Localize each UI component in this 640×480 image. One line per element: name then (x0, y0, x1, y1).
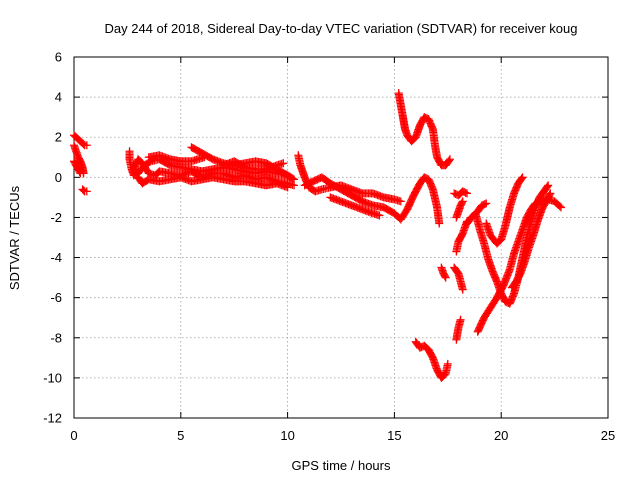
y-tick-label: -10 (43, 370, 62, 385)
y-tick-label: 0 (55, 170, 62, 185)
series-arc-18 (452, 197, 467, 222)
series-arc-1 (70, 131, 91, 150)
data-point (443, 359, 452, 368)
data-point (283, 171, 292, 180)
series-arc-3 (70, 157, 85, 178)
data-point (517, 174, 526, 183)
series-arc-12 (300, 173, 444, 228)
data-point (396, 197, 405, 206)
plot-frame (73, 56, 609, 419)
x-tick-label: 15 (387, 428, 401, 443)
data-point (279, 159, 288, 168)
data-point (546, 189, 555, 198)
series-arc-17 (450, 187, 472, 200)
data-point (290, 181, 299, 190)
x-tick-label: 5 (177, 428, 184, 443)
axis-ticks: 0 5 10 15 20 25 -12 -10 -8 -6 -4 -2 0 2 4 6 (43, 50, 615, 444)
series-arc-19 (450, 263, 467, 294)
data-point (283, 183, 292, 192)
series-arc-7 (134, 173, 292, 192)
data-point (458, 197, 467, 206)
x-tick-label: 25 (601, 428, 615, 443)
x-tick-label: 0 (70, 428, 77, 443)
series-arc-14 (394, 89, 454, 170)
data-point (441, 273, 450, 282)
data-point (458, 285, 467, 294)
data-point (445, 155, 454, 164)
data-point (75, 167, 84, 176)
chart-title: Day 244 of 2018, Sidereal Day-to-day VTE… (104, 21, 577, 36)
data-point (375, 211, 384, 220)
data-point (82, 141, 91, 150)
series-arc-10 (219, 157, 288, 174)
data-point (557, 203, 566, 212)
series-arc-20 (452, 217, 472, 256)
data-point (282, 170, 291, 179)
data-point (456, 315, 465, 324)
data-point (78, 185, 87, 194)
data-point (461, 188, 470, 197)
y-tick-label: 4 (55, 90, 62, 105)
y-axis-label: SDTVAR / TECUs (7, 185, 22, 290)
series-arc-25 (482, 173, 527, 248)
data-point (545, 190, 554, 199)
data-point (544, 181, 553, 190)
data-point (543, 182, 552, 191)
y-tick-label: -8 (50, 330, 62, 345)
data-point (518, 173, 527, 182)
y-tick-label: -4 (50, 250, 62, 265)
series-arc-21 (452, 315, 465, 344)
y-tick-label: 6 (55, 50, 62, 65)
data-point (480, 200, 489, 209)
data-points (70, 89, 566, 382)
data-point (76, 169, 85, 178)
series-arc-13 (326, 193, 384, 220)
data-point (555, 202, 564, 211)
y-tick-label: -6 (50, 290, 62, 305)
x-tick-label: 10 (280, 428, 294, 443)
series-arc-4 (78, 185, 91, 196)
data-point (458, 198, 467, 207)
series-arc-16 (437, 263, 450, 282)
data-point (463, 189, 472, 198)
y-tick-label: -12 (43, 411, 62, 426)
x-tick-label: 20 (494, 428, 508, 443)
x-axis-label: GPS time / hours (292, 458, 391, 473)
series-arc-15 (411, 337, 452, 382)
data-point (153, 169, 162, 178)
data-point (440, 272, 449, 281)
data-point (445, 156, 454, 165)
data-point (82, 187, 91, 196)
y-tick-label: -2 (50, 210, 62, 225)
data-point (482, 199, 491, 208)
data-point (435, 219, 444, 228)
y-tick-label: 2 (55, 130, 62, 145)
series-arc-26 (507, 189, 555, 292)
